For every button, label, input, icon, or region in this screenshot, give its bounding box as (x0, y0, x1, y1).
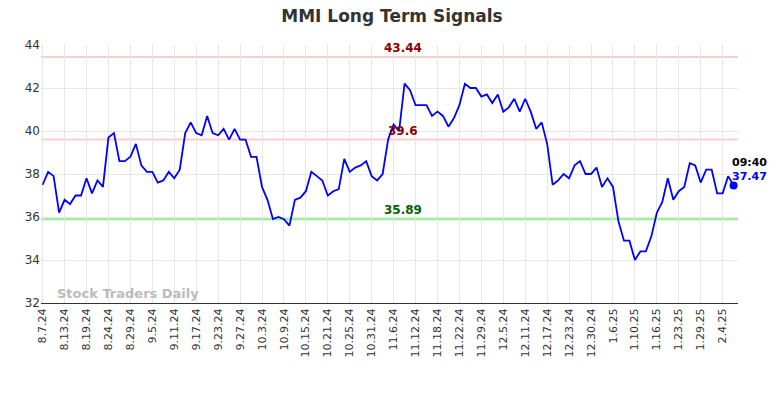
svg-text:10.21.24: 10.21.24 (321, 308, 334, 357)
svg-text:8.29.24: 8.29.24 (124, 308, 137, 350)
svg-text:MMI Long Term Signals: MMI Long Term Signals (281, 6, 502, 26)
svg-text:35.89: 35.89 (384, 203, 422, 217)
svg-text:32: 32 (25, 296, 40, 310)
svg-text:10.25.24: 10.25.24 (343, 308, 356, 357)
svg-text:12.23.24: 12.23.24 (563, 308, 576, 357)
svg-text:1.23.25: 1.23.25 (672, 308, 685, 350)
svg-text:8.19.24: 8.19.24 (80, 308, 93, 350)
svg-text:8.7.24: 8.7.24 (36, 308, 49, 343)
svg-text:09:40: 09:40 (732, 156, 767, 169)
svg-text:11.22.24: 11.22.24 (453, 308, 466, 357)
svg-text:12.17.24: 12.17.24 (541, 308, 554, 357)
svg-text:42: 42 (25, 81, 40, 95)
svg-text:1.6.25: 1.6.25 (607, 308, 620, 343)
svg-text:38: 38 (25, 167, 40, 181)
svg-text:44: 44 (25, 38, 40, 52)
svg-text:34: 34 (25, 253, 40, 267)
svg-text:1.10.25: 1.10.25 (628, 308, 641, 350)
svg-text:10.3.24: 10.3.24 (256, 308, 269, 350)
svg-text:36: 36 (25, 210, 40, 224)
svg-text:9.27.24: 9.27.24 (234, 308, 247, 350)
svg-text:11.12.24: 11.12.24 (409, 308, 422, 357)
svg-text:43.44: 43.44 (384, 41, 422, 55)
svg-text:9.11.24: 9.11.24 (168, 308, 181, 350)
svg-text:11.18.24: 11.18.24 (431, 308, 444, 357)
svg-text:9.17.24: 9.17.24 (190, 308, 203, 350)
svg-text:8.13.24: 8.13.24 (58, 308, 71, 350)
svg-text:10.9.24: 10.9.24 (278, 308, 291, 350)
svg-text:8.24.24: 8.24.24 (102, 308, 115, 350)
svg-text:10.15.24: 10.15.24 (299, 308, 312, 357)
svg-text:12.30.24: 12.30.24 (585, 308, 598, 357)
svg-text:Stock Traders Daily: Stock Traders Daily (57, 286, 199, 301)
svg-text:12.11.24: 12.11.24 (519, 308, 532, 357)
svg-text:9.5.24: 9.5.24 (146, 308, 159, 343)
svg-text:39.6: 39.6 (388, 124, 418, 138)
svg-text:1.16.25: 1.16.25 (650, 308, 663, 350)
svg-text:37.47: 37.47 (732, 170, 767, 183)
svg-text:12.5.24: 12.5.24 (497, 308, 510, 350)
svg-text:2.4.25: 2.4.25 (716, 308, 729, 343)
svg-text:40: 40 (25, 124, 40, 138)
svg-text:9.23.24: 9.23.24 (212, 308, 225, 350)
svg-text:10.31.24: 10.31.24 (365, 308, 378, 357)
svg-text:11.6.24: 11.6.24 (387, 308, 400, 350)
svg-text:11.29.24: 11.29.24 (475, 308, 488, 357)
svg-text:1.29.25: 1.29.25 (694, 308, 707, 350)
